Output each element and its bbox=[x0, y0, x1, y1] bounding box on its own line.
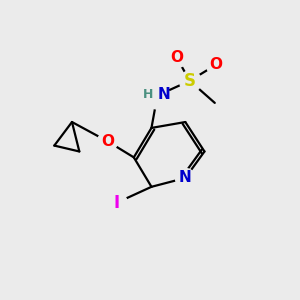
Text: S: S bbox=[184, 72, 196, 90]
Text: H: H bbox=[143, 88, 153, 101]
Text: I: I bbox=[113, 194, 119, 212]
Text: O: O bbox=[170, 50, 183, 65]
Text: N: N bbox=[179, 170, 192, 185]
Text: O: O bbox=[210, 57, 223, 72]
Text: N: N bbox=[158, 87, 170, 102]
Text: O: O bbox=[101, 134, 114, 149]
